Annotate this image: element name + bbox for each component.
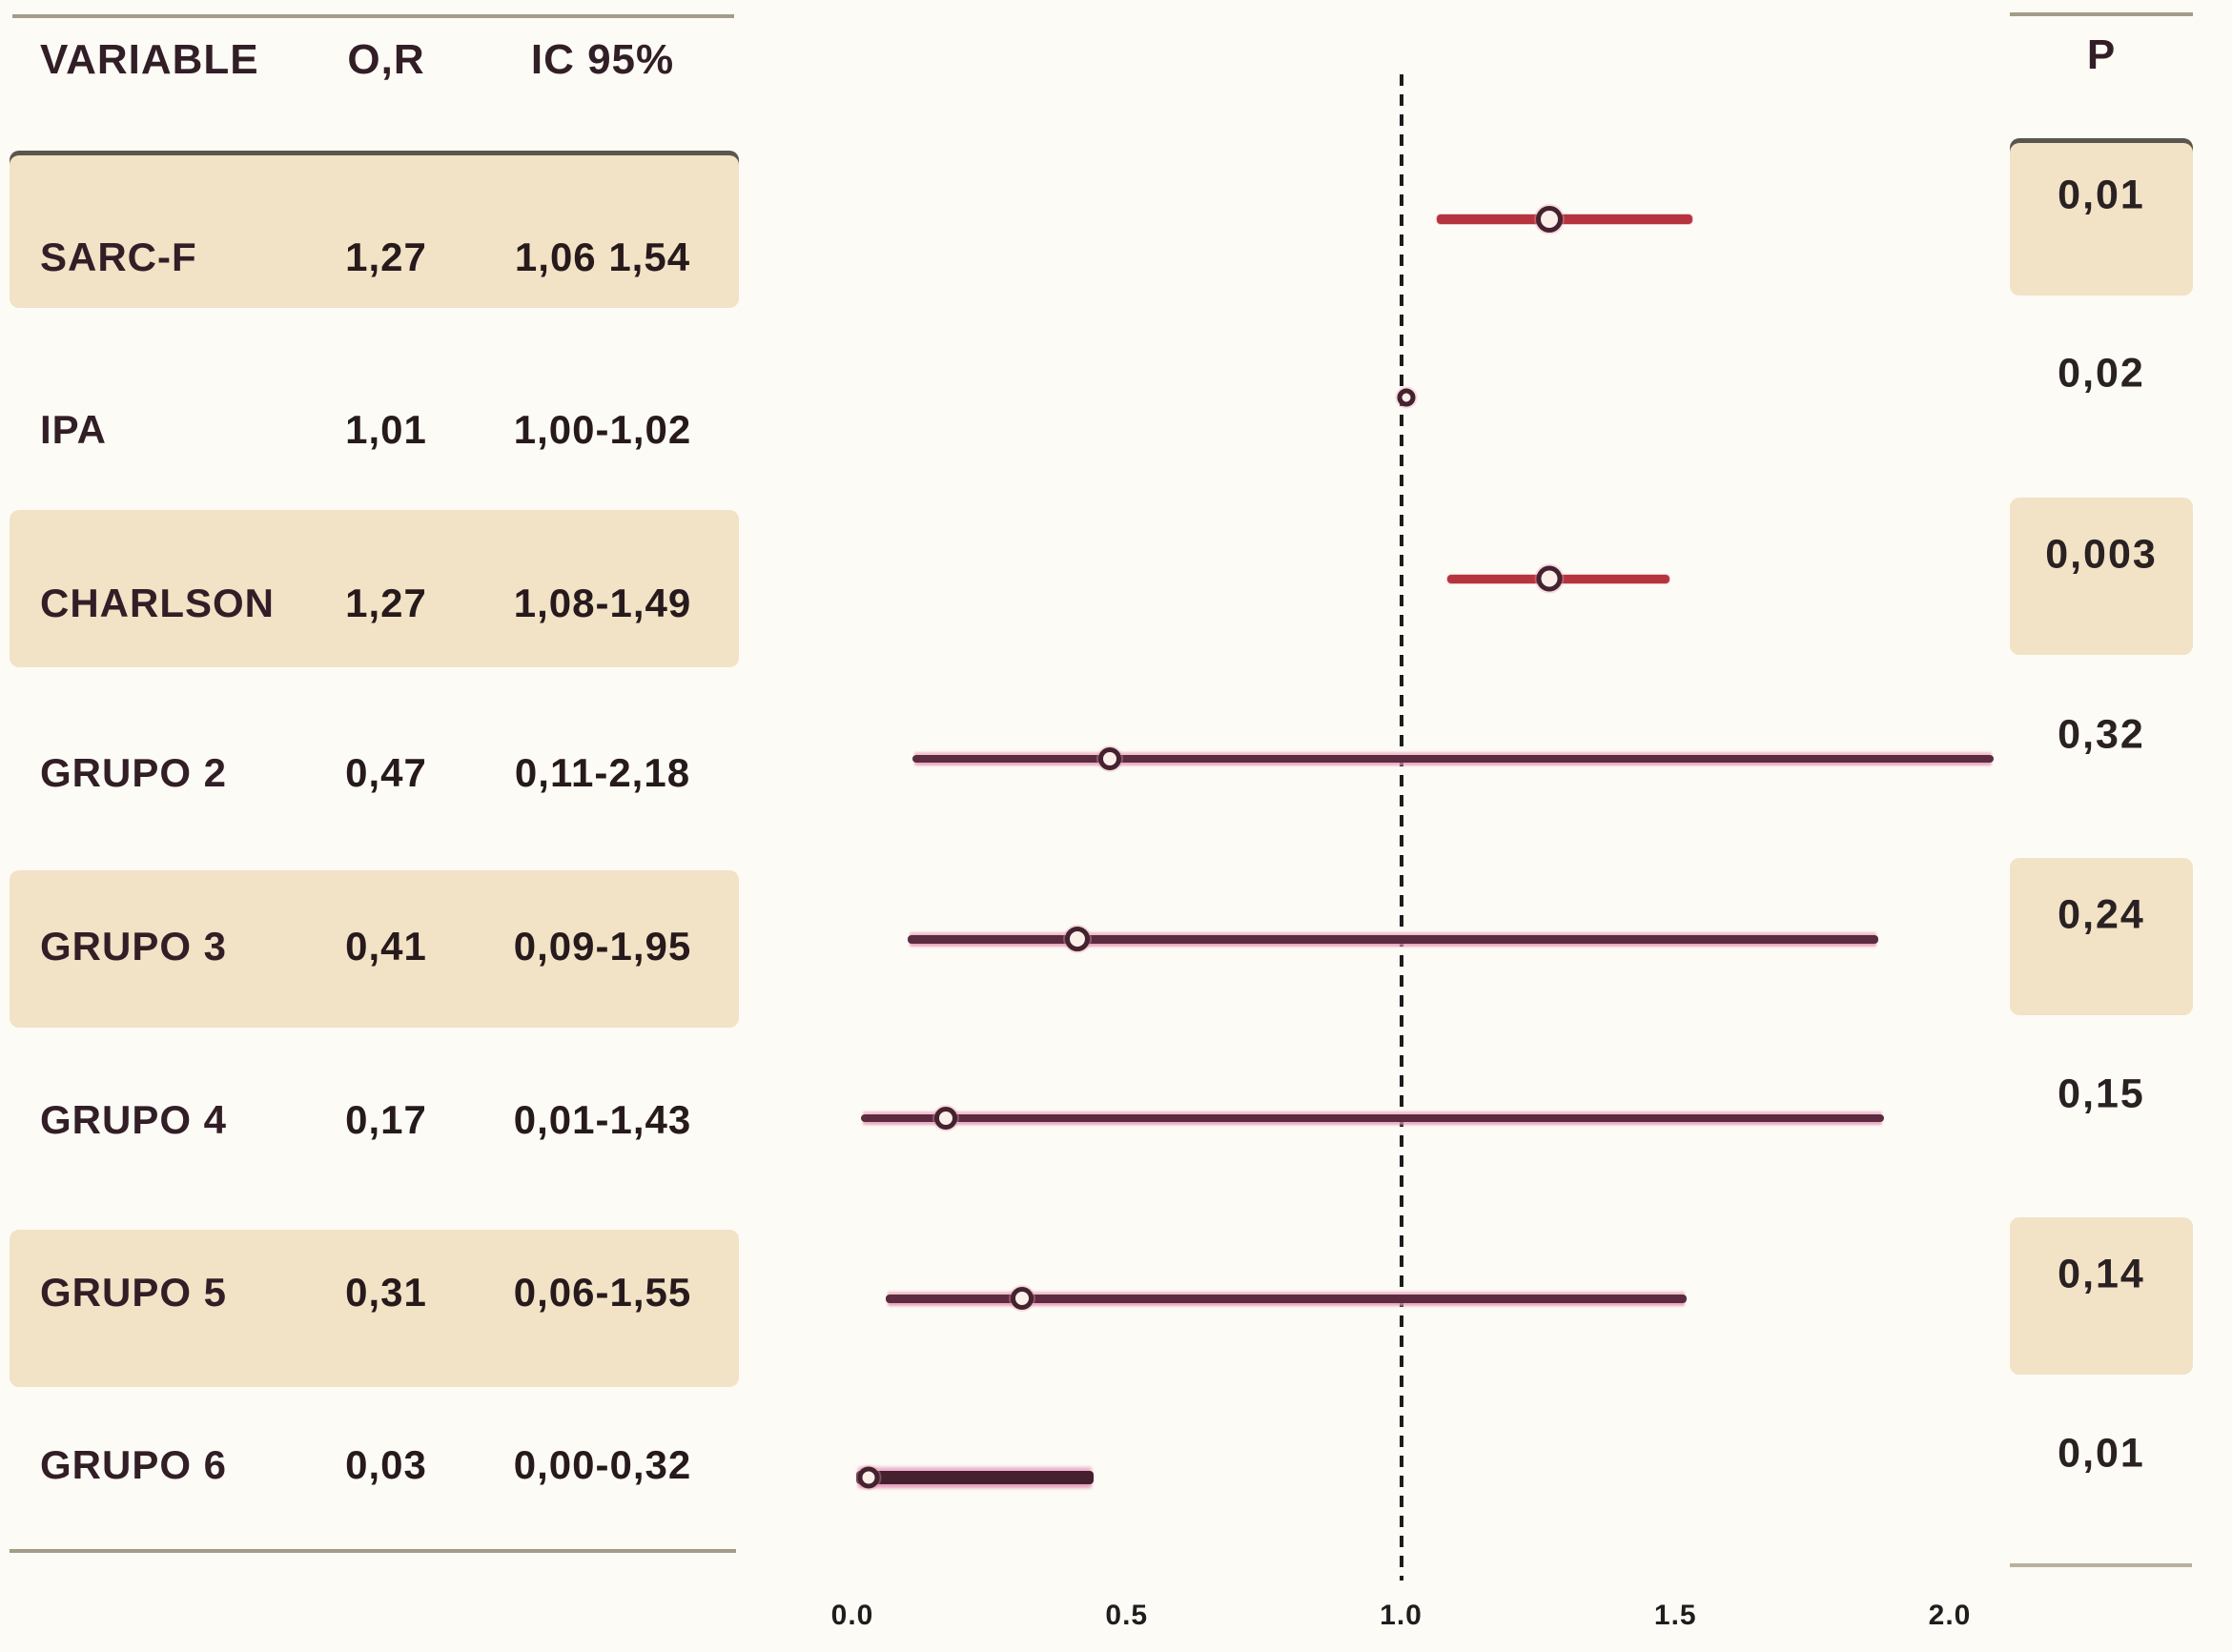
or-value: 0,17 xyxy=(345,1097,427,1142)
ci-value: 0,09-1,95 xyxy=(513,924,692,969)
variable-label: GRUPO 2 xyxy=(40,750,228,795)
column-header-p: P xyxy=(2086,31,2117,78)
x-axis-tick-label: 2.0 xyxy=(1928,1600,1972,1631)
or-value: 1,27 xyxy=(345,581,427,625)
ci-value: 0,00-0,32 xyxy=(513,1442,692,1487)
reference-line-or-1 xyxy=(1400,74,1403,1581)
variable-label: IPA xyxy=(40,407,107,452)
x-axis-tick-label: 0.0 xyxy=(830,1600,874,1631)
ci-value: 0,06-1,55 xyxy=(513,1270,692,1315)
pvalue-shade-box xyxy=(2010,858,2193,1015)
ci-value: 1,08-1,49 xyxy=(513,581,692,625)
ci-line xyxy=(860,1114,1884,1122)
variable-label: SARC-F xyxy=(40,235,197,279)
ci-value: 1,00-1,02 xyxy=(513,407,692,452)
pvalue-shade-box xyxy=(2010,138,2193,296)
or-value: 0,03 xyxy=(345,1442,427,1487)
pcolumn-bottom-rule xyxy=(2010,1563,2192,1567)
p-value: 0,15 xyxy=(2058,1071,2145,1117)
or-value: 0,41 xyxy=(345,924,427,969)
pvalue-shade-box xyxy=(2010,1217,2193,1375)
p-value: 0,24 xyxy=(2058,891,2145,938)
x-axis-tick-label: 1.5 xyxy=(1653,1600,1697,1631)
or-value: 0,47 xyxy=(345,750,427,795)
pcolumn-top-rule xyxy=(2010,12,2193,16)
row-shade-box xyxy=(10,510,739,667)
row-shade-box xyxy=(10,1230,739,1387)
column-header-or: O,R xyxy=(347,36,425,83)
ci-line xyxy=(885,1294,1687,1303)
column-header-ic95: IC 95% xyxy=(530,36,675,83)
p-value: 0,01 xyxy=(2058,172,2145,218)
table-bottom-rule xyxy=(10,1549,736,1553)
column-header-variable: VARIABLE xyxy=(40,36,259,83)
ci-line xyxy=(907,934,1879,944)
or-marker xyxy=(933,1107,957,1130)
p-value: 0,14 xyxy=(2058,1251,2145,1297)
x-axis-tick-label: 0.5 xyxy=(1105,1600,1149,1631)
ci-value: 0,01-1,43 xyxy=(513,1097,692,1142)
variable-label: GRUPO 3 xyxy=(40,924,228,969)
or-marker xyxy=(1535,206,1563,233)
or-marker xyxy=(1536,565,1563,592)
x-axis-tick-label: 1.0 xyxy=(1380,1600,1423,1631)
or-marker xyxy=(857,1466,880,1489)
row-shade-box xyxy=(10,870,739,1028)
ci-line xyxy=(856,1471,1095,1484)
p-value: 0,02 xyxy=(2058,350,2145,397)
or-value: 1,27 xyxy=(345,235,427,279)
or-marker xyxy=(1011,1287,1034,1310)
ci-value: 0,11-2,18 xyxy=(514,750,691,795)
variable-label: GRUPO 4 xyxy=(40,1097,228,1142)
or-marker xyxy=(1098,747,1122,770)
variable-label: GRUPO 6 xyxy=(40,1442,228,1487)
or-value: 1,01 xyxy=(345,407,427,452)
or-marker xyxy=(1064,927,1090,951)
or-marker xyxy=(1397,388,1416,407)
row-shade-box xyxy=(10,151,739,308)
ci-line xyxy=(1436,214,1692,224)
ci-value: 1,06 1,54 xyxy=(514,235,691,279)
variable-label: CHARLSON xyxy=(40,581,275,625)
p-value: 0,01 xyxy=(2058,1430,2145,1477)
ci-line xyxy=(912,755,1995,763)
p-value: 0,32 xyxy=(2058,711,2145,758)
p-value: 0,003 xyxy=(2045,531,2158,578)
variable-label: GRUPO 5 xyxy=(40,1270,228,1315)
table-top-rule xyxy=(12,14,734,18)
or-value: 0,31 xyxy=(345,1270,427,1315)
pvalue-shade-box xyxy=(2010,498,2193,655)
